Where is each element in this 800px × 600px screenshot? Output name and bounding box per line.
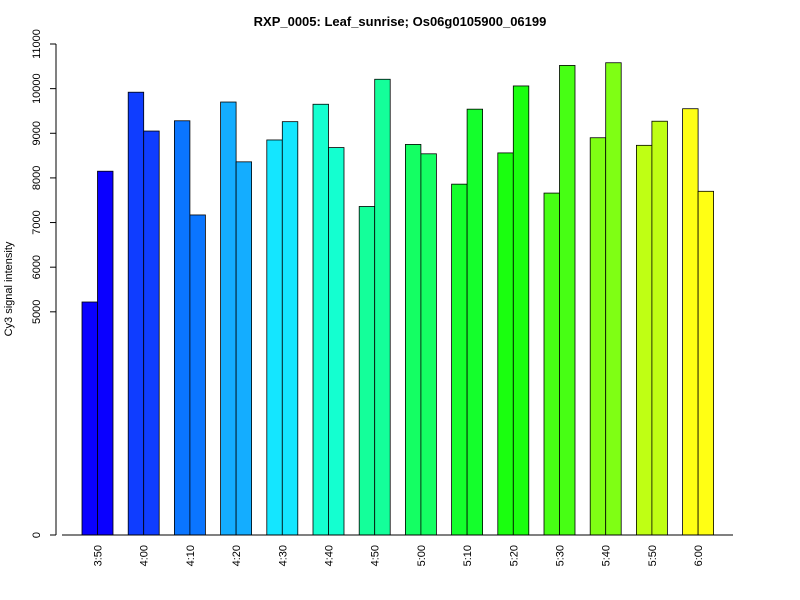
bar-520-1 xyxy=(497,152,514,536)
chart-title: RXP_0005: Leaf_sunrise; Os06g0105900_061… xyxy=(254,14,547,29)
x-tick-label: 5:50 xyxy=(647,545,659,566)
x-tick-label: 4:50 xyxy=(370,545,382,566)
y-tick-label: 8000 xyxy=(31,166,43,190)
bar-410-2 xyxy=(189,214,206,536)
bar-420-2 xyxy=(235,161,253,536)
y-axis: 0 5000 6000 7000 8000 9000 10000 11000 xyxy=(31,29,57,538)
y-tick-label: 0 xyxy=(31,532,43,538)
bar-450-1 xyxy=(358,206,376,536)
bar-530-1 xyxy=(543,192,560,536)
bar-550-1 xyxy=(636,144,653,536)
x-tick-label: 4:00 xyxy=(139,545,151,566)
bar-520-2 xyxy=(512,85,530,536)
x-tick-label: 5:10 xyxy=(462,545,474,566)
bar-500-2 xyxy=(420,153,437,536)
bar-350-2 xyxy=(97,170,114,536)
bar-450-2 xyxy=(374,78,391,536)
y-tick-label: 11000 xyxy=(31,29,43,59)
bar-540-2 xyxy=(605,62,622,536)
bar-600-2 xyxy=(697,190,714,536)
x-tick-label: 4:40 xyxy=(324,545,336,566)
x-tick-label: 6:00 xyxy=(693,545,705,566)
bar-350-1 xyxy=(81,301,98,536)
x-tick-label: 4:30 xyxy=(277,545,289,566)
bars-group xyxy=(81,62,714,536)
bar-410-1 xyxy=(173,120,191,536)
x-tick-label: 5:30 xyxy=(555,545,567,566)
y-tick-label: 5000 xyxy=(31,300,43,324)
bar-420-1 xyxy=(220,101,237,536)
x-tick-label: 5:00 xyxy=(416,545,428,566)
y-axis-label: Cy3 signal intensity xyxy=(3,241,15,336)
x-tick-label: 5:40 xyxy=(601,545,613,566)
y-tick-label: 6000 xyxy=(31,255,43,279)
bar-550-2 xyxy=(651,120,668,536)
y-tick-label: 9000 xyxy=(31,121,43,145)
bar-430-2 xyxy=(281,121,299,536)
y-tick-label: 10000 xyxy=(31,73,43,104)
bar-510-1 xyxy=(451,183,468,536)
x-tick-label: 4:10 xyxy=(185,545,197,566)
bar-440-2 xyxy=(328,147,345,536)
x-tick-label: 5:20 xyxy=(508,545,520,566)
x-tick-label: 4:20 xyxy=(231,545,243,566)
bar-500-1 xyxy=(404,144,422,536)
bar-600-1 xyxy=(682,108,699,536)
bar-440-1 xyxy=(312,103,329,536)
bar-530-2 xyxy=(559,65,576,536)
bar-430-1 xyxy=(266,139,283,536)
bar-400-1 xyxy=(127,91,145,536)
bar-540-1 xyxy=(589,137,607,536)
y-tick-label: 7000 xyxy=(31,210,43,234)
bar-400-2 xyxy=(143,130,160,536)
x-tick-label: 3:50 xyxy=(93,545,105,566)
x-axis: 3:50 4:00 4:10 4:20 4:30 4:40 4:50 5:00 5:10 5:20… xyxy=(93,545,706,566)
bar-510-2 xyxy=(466,108,484,536)
